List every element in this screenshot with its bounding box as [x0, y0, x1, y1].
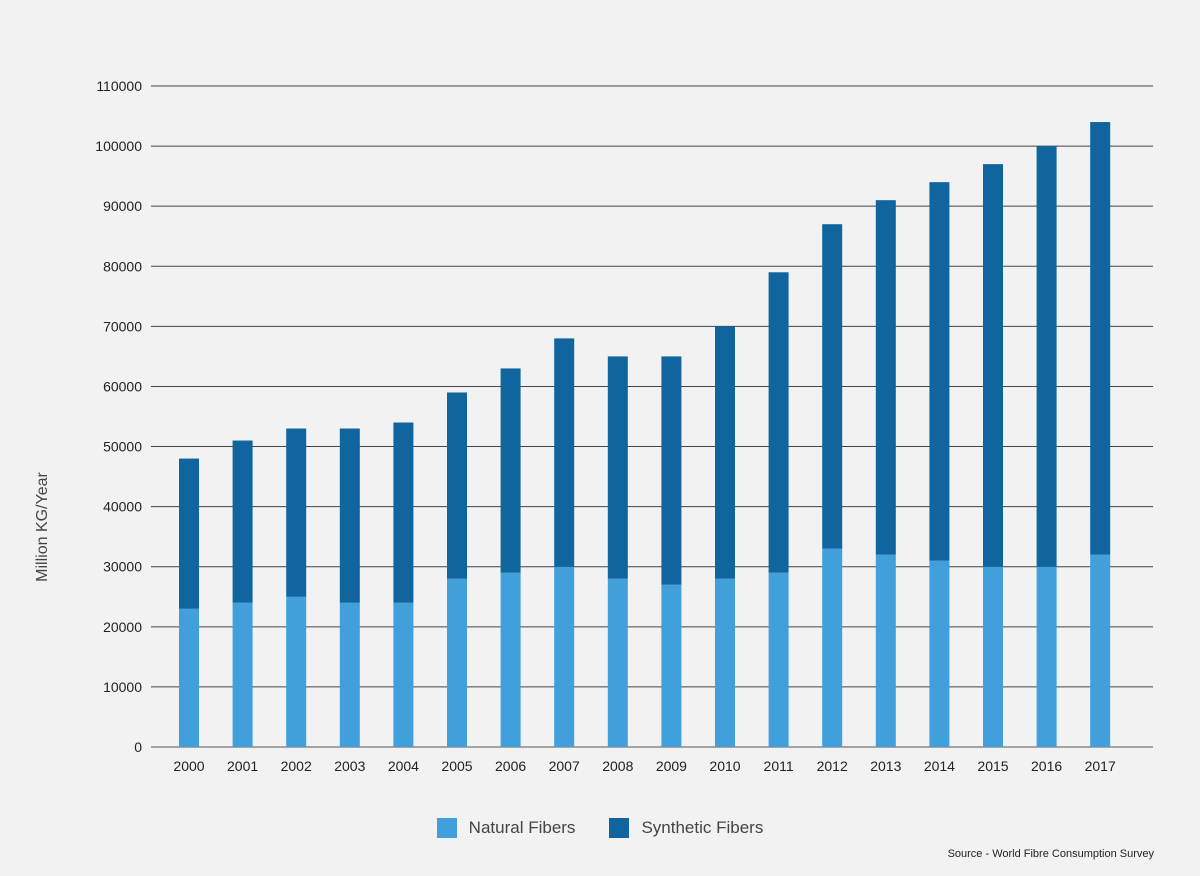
bar-synthetic-2002 — [286, 428, 307, 597]
x-tick-label: 2009 — [656, 758, 687, 774]
x-tick-label: 2012 — [817, 758, 848, 774]
x-tick-label: 2006 — [495, 758, 526, 774]
bar-natural-2014 — [929, 560, 950, 747]
bar-synthetic-2005 — [447, 392, 467, 579]
bar-synthetic-2011 — [768, 272, 789, 573]
x-tick-label: 2002 — [281, 758, 312, 774]
x-tick-label: 2017 — [1085, 758, 1116, 774]
x-tick-label: 2016 — [1031, 758, 1062, 774]
bar-synthetic-2016 — [1036, 146, 1057, 567]
bar-synthetic-2014 — [929, 182, 950, 561]
bar-natural-2000 — [179, 608, 199, 747]
bar-natural-2007 — [554, 566, 575, 747]
source-note: Source - World Fibre Consumption Survey — [947, 848, 1154, 860]
bar-natural-2010 — [715, 578, 735, 747]
bar-synthetic-2009 — [661, 356, 682, 585]
y-tick-label: 110000 — [96, 78, 142, 94]
y-tick-label: 0 — [134, 739, 142, 755]
bar-natural-2001 — [232, 602, 253, 747]
y-axis-ticks: 0 10000 20000 30000 40000 50000 60000 70000 8000… — [95, 78, 142, 755]
bar-natural-2005 — [447, 578, 467, 747]
y-tick-label: 90000 — [103, 198, 142, 214]
legend-swatch-natural — [436, 818, 457, 838]
x-tick-label: 2014 — [924, 758, 955, 774]
bar-natural-2011 — [768, 572, 789, 747]
y-tick-label: 70000 — [103, 318, 142, 334]
legend-label-natural: Natural Fibers — [468, 818, 576, 837]
x-tick-label: 2010 — [709, 758, 740, 774]
bar-synthetic-2008 — [607, 356, 628, 579]
x-tick-label: 2013 — [870, 758, 901, 774]
bar-natural-2008 — [607, 578, 628, 747]
bar-synthetic-2003 — [339, 428, 360, 603]
x-tick-label: 2000 — [173, 758, 204, 774]
bar-natural-2016 — [1036, 566, 1057, 747]
x-tick-label: 2004 — [388, 758, 419, 774]
bar-synthetic-2010 — [715, 326, 735, 579]
legend-item-synthetic-fibers: Synthetic Fibers — [609, 818, 763, 838]
legend-swatch-synthetic — [609, 818, 630, 838]
bar-synthetic-2000 — [179, 458, 199, 609]
y-tick-label: 80000 — [103, 258, 142, 274]
bar-natural-2015 — [983, 566, 1003, 747]
x-tick-label: 2003 — [334, 758, 365, 774]
bar-natural-2002 — [286, 596, 307, 747]
x-tick-label: 2011 — [764, 758, 794, 774]
legend-item-natural-fibers: Natural Fibers — [436, 818, 576, 838]
y-tick-label: 20000 — [103, 619, 142, 635]
bar-natural-2006 — [500, 572, 521, 747]
bar-synthetic-2006 — [500, 368, 521, 573]
x-axis-ticks: 2000 2001 2002 2003 2004 2005 2006 2007 2008 2009… — [173, 758, 1116, 774]
x-tick-label: 2007 — [549, 758, 580, 774]
x-tick-label: 2005 — [441, 758, 472, 774]
legend-label-synthetic: Synthetic Fibers — [641, 818, 764, 837]
bar-synthetic-2001 — [232, 440, 253, 603]
bar-natural-2003 — [339, 602, 360, 747]
legend: Natural Fibers Synthetic Fibers — [0, 818, 1200, 838]
x-tick-label: 2008 — [602, 758, 633, 774]
bar-natural-2004 — [393, 602, 414, 747]
y-tick-label: 30000 — [103, 559, 142, 575]
bar-synthetic-2012 — [822, 224, 843, 549]
bar-synthetic-2015 — [983, 164, 1003, 567]
bar-natural-2009 — [661, 584, 682, 747]
y-tick-label: 100000 — [95, 138, 142, 154]
x-tick-label: 2001 — [227, 758, 258, 774]
bar-natural-2017 — [1090, 554, 1111, 747]
bar-synthetic-2013 — [875, 200, 896, 555]
bar-natural-2012 — [822, 548, 843, 747]
y-tick-label: 10000 — [103, 679, 142, 695]
y-tick-label: 60000 — [103, 378, 142, 394]
bars — [179, 122, 1111, 747]
y-axis-label: Million KG/Year — [34, 471, 51, 581]
bar-natural-2013 — [875, 554, 896, 747]
bar-synthetic-2007 — [554, 338, 575, 567]
bar-synthetic-2004 — [393, 422, 414, 603]
y-tick-label: 50000 — [103, 439, 142, 455]
bar-synthetic-2017 — [1090, 122, 1111, 555]
y-tick-label: 40000 — [103, 499, 142, 515]
x-tick-label: 2015 — [977, 758, 1008, 774]
